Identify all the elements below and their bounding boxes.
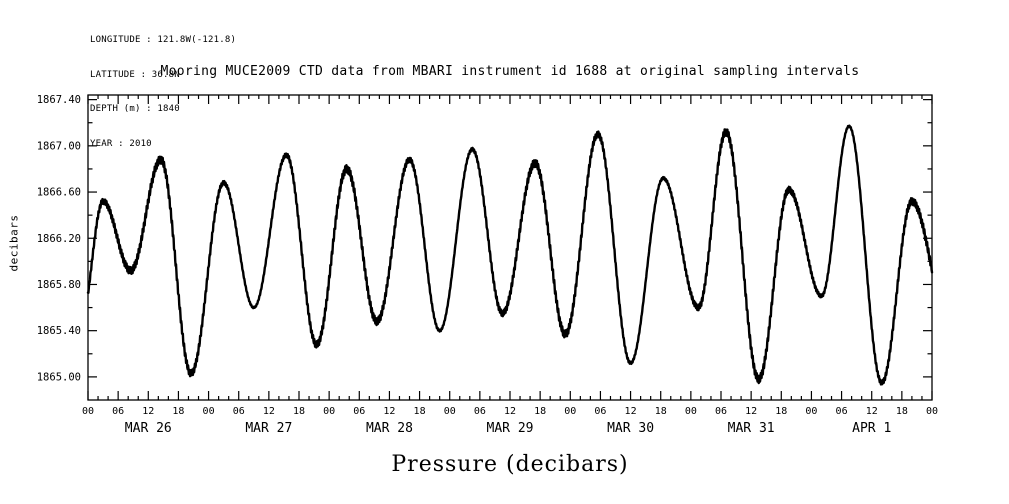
svg-text:MAR 31: MAR 31 — [728, 421, 775, 436]
svg-text:06: 06 — [112, 406, 124, 417]
chart-title: Mooring MUCE2009 CTD data from MBARI ins… — [160, 64, 860, 79]
svg-text:18: 18 — [775, 406, 787, 417]
metadata-depth: DEPTH (m) : 1840 — [90, 104, 180, 114]
svg-text:MAR 26: MAR 26 — [125, 421, 172, 436]
svg-text:00: 00 — [926, 406, 938, 417]
svg-text:12: 12 — [263, 406, 275, 417]
svg-text:18: 18 — [293, 406, 305, 417]
metadata-longitude: LONGITUDE : 121.8W(-121.8) — [90, 35, 237, 45]
svg-text:MAR 30: MAR 30 — [607, 421, 654, 436]
svg-text:MAR 27: MAR 27 — [245, 421, 292, 436]
svg-text:1867.00: 1867.00 — [37, 140, 81, 152]
svg-text:18: 18 — [534, 406, 546, 417]
svg-text:18: 18 — [896, 406, 908, 417]
svg-text:18: 18 — [414, 406, 426, 417]
svg-text:1865.00: 1865.00 — [37, 371, 81, 383]
svg-text:06: 06 — [836, 406, 848, 417]
svg-text:00: 00 — [805, 406, 817, 417]
svg-text:06: 06 — [353, 406, 365, 417]
svg-text:12: 12 — [866, 406, 878, 417]
svg-text:1866.60: 1866.60 — [37, 187, 81, 199]
svg-text:00: 00 — [323, 406, 335, 417]
svg-text:1865.40: 1865.40 — [37, 325, 81, 337]
svg-text:00: 00 — [203, 406, 215, 417]
metadata-block: LONGITUDE : 121.8W(-121.8) LATITUDE : 36… — [90, 12, 236, 173]
svg-text:18: 18 — [655, 406, 667, 417]
x-axis-bottom-label: Pressure (decibars) — [391, 452, 629, 477]
svg-text:00: 00 — [82, 406, 94, 417]
svg-text:1867.40: 1867.40 — [37, 94, 81, 106]
svg-text:12: 12 — [383, 406, 395, 417]
svg-text:00: 00 — [685, 406, 697, 417]
svg-text:1866.20: 1866.20 — [37, 233, 81, 245]
svg-text:12: 12 — [625, 406, 637, 417]
svg-text:06: 06 — [594, 406, 606, 417]
metadata-year: YEAR : 2010 — [90, 138, 152, 149]
metadata-latitude: LATITUDE : 36.8N — [90, 69, 180, 80]
svg-text:APR 1: APR 1 — [852, 421, 891, 436]
svg-text:06: 06 — [474, 406, 486, 417]
svg-text:00: 00 — [564, 406, 576, 417]
svg-text:18: 18 — [172, 406, 184, 417]
svg-text:12: 12 — [745, 406, 757, 417]
svg-text:06: 06 — [233, 406, 245, 417]
svg-text:12: 12 — [504, 406, 516, 417]
svg-text:00: 00 — [444, 406, 456, 417]
svg-text:12: 12 — [142, 406, 154, 417]
svg-text:06: 06 — [715, 406, 727, 417]
svg-text:MAR 29: MAR 29 — [487, 421, 534, 436]
svg-text:1865.80: 1865.80 — [37, 279, 81, 291]
svg-text:MAR 28: MAR 28 — [366, 421, 413, 436]
